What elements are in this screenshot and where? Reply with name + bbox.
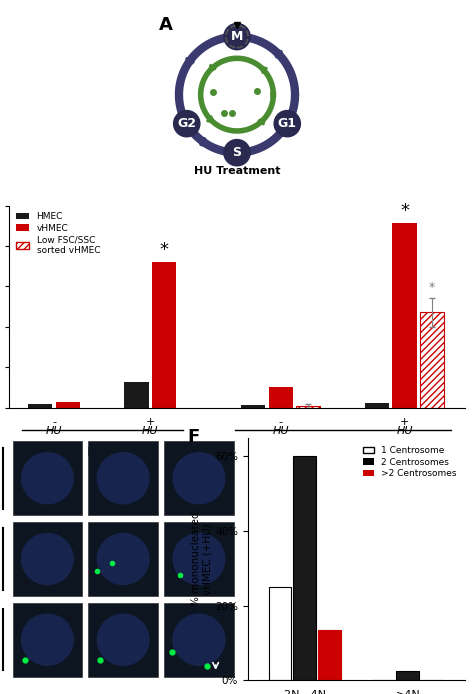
Bar (296, 406, 320, 407)
Text: *: * (400, 202, 409, 220)
Ellipse shape (173, 613, 226, 666)
Bar (88, 441, 158, 516)
Ellipse shape (173, 533, 226, 585)
Ellipse shape (97, 452, 150, 505)
Bar (241, 405, 265, 407)
Circle shape (173, 110, 200, 137)
Bar (152, 262, 176, 407)
Circle shape (224, 24, 250, 50)
Bar (269, 587, 292, 680)
Bar (28, 403, 53, 407)
Y-axis label: % mononucleated
vHMEC (+HU): % mononucleated vHMEC (+HU) (191, 511, 212, 607)
Bar (164, 602, 234, 677)
Text: *: * (160, 241, 169, 259)
Text: S: S (233, 146, 241, 159)
Bar (55, 402, 80, 407)
Bar (293, 457, 316, 680)
Ellipse shape (21, 613, 74, 666)
Ellipse shape (97, 533, 150, 585)
Ellipse shape (97, 613, 150, 666)
Ellipse shape (173, 452, 226, 505)
Text: A: A (159, 17, 173, 35)
Text: G2: G2 (177, 117, 196, 130)
Text: F: F (187, 428, 200, 446)
Bar (12, 602, 82, 677)
Bar (164, 522, 234, 596)
Bar (164, 441, 234, 516)
Bar (392, 223, 417, 407)
Circle shape (274, 110, 301, 137)
Bar (420, 312, 444, 407)
Bar (365, 403, 389, 407)
Bar (12, 522, 82, 596)
Legend: HMEC, vHMEC, Low FSC/SSC
sorted vHMEC: HMEC, vHMEC, Low FSC/SSC sorted vHMEC (14, 210, 102, 257)
Legend: 1 Centrosome, 2 Centrosomes, >2 Centrosomes: 1 Centrosome, 2 Centrosomes, >2 Centroso… (359, 442, 460, 482)
Text: *: * (429, 280, 435, 294)
Circle shape (224, 139, 250, 166)
Text: M: M (231, 30, 243, 43)
Ellipse shape (21, 533, 74, 585)
Bar (88, 522, 158, 596)
Bar (318, 629, 341, 680)
Text: HU Treatment: HU Treatment (194, 167, 280, 176)
Ellipse shape (21, 452, 74, 505)
Bar (88, 602, 158, 677)
Bar (269, 387, 293, 407)
Text: G1: G1 (278, 117, 297, 130)
Bar (396, 671, 419, 680)
Text: RM9: RM9 (87, 446, 118, 459)
Bar (125, 382, 149, 407)
Text: RM16: RM16 (323, 446, 362, 459)
Bar (12, 441, 82, 516)
